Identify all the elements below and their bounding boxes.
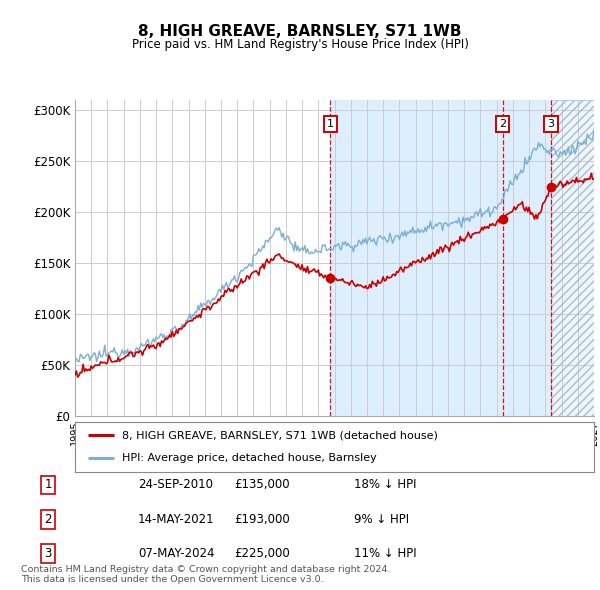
Bar xyxy=(551,100,594,416)
Text: 11% ↓ HPI: 11% ↓ HPI xyxy=(354,547,416,560)
Text: HPI: Average price, detached house, Barnsley: HPI: Average price, detached house, Barn… xyxy=(122,454,376,464)
Text: 2: 2 xyxy=(499,119,506,129)
Bar xyxy=(551,100,594,416)
Text: 18% ↓ HPI: 18% ↓ HPI xyxy=(354,478,416,491)
Text: Price paid vs. HM Land Registry's House Price Index (HPI): Price paid vs. HM Land Registry's House … xyxy=(131,38,469,51)
Text: 3: 3 xyxy=(548,119,554,129)
Text: 07-MAY-2024: 07-MAY-2024 xyxy=(138,547,215,560)
Bar xyxy=(330,100,551,416)
Text: 1: 1 xyxy=(326,119,334,129)
Text: £193,000: £193,000 xyxy=(234,513,290,526)
Text: 9% ↓ HPI: 9% ↓ HPI xyxy=(354,513,409,526)
Text: 24-SEP-2010: 24-SEP-2010 xyxy=(138,478,213,491)
Text: £225,000: £225,000 xyxy=(234,547,290,560)
Text: 8, HIGH GREAVE, BARNSLEY, S71 1WB: 8, HIGH GREAVE, BARNSLEY, S71 1WB xyxy=(138,24,462,38)
Text: 2: 2 xyxy=(44,513,52,526)
Text: Contains HM Land Registry data © Crown copyright and database right 2024.
This d: Contains HM Land Registry data © Crown c… xyxy=(21,565,391,584)
Text: £135,000: £135,000 xyxy=(234,478,290,491)
Text: 8, HIGH GREAVE, BARNSLEY, S71 1WB (detached house): 8, HIGH GREAVE, BARNSLEY, S71 1WB (detac… xyxy=(122,430,437,440)
Text: 3: 3 xyxy=(44,547,52,560)
Text: 14-MAY-2021: 14-MAY-2021 xyxy=(138,513,215,526)
Text: 1: 1 xyxy=(44,478,52,491)
